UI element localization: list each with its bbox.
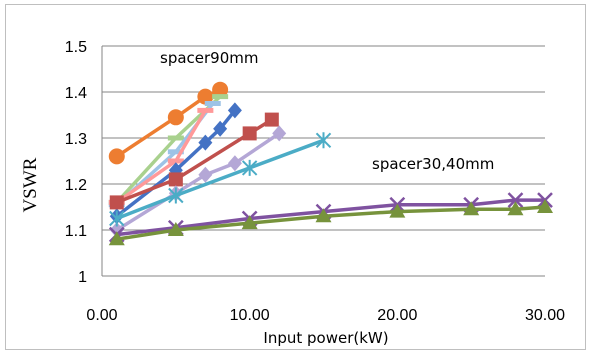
series-group [108, 81, 553, 246]
series-5 [109, 112, 279, 210]
data-point [242, 126, 257, 141]
x-tick-label: 20.00 [377, 307, 417, 324]
data-point [241, 215, 258, 230]
data-point [204, 101, 221, 106]
data-point [272, 125, 287, 142]
data-point [168, 172, 183, 187]
y-tick-label: 1.3 [65, 131, 87, 148]
data-point [168, 187, 184, 204]
data-point [212, 81, 229, 98]
y-tick-label: 1.4 [65, 85, 87, 102]
y-tick-labels: 1 1.1 1.2 1.3 1.4 1.5 [65, 39, 87, 286]
data-point [241, 159, 258, 176]
data-point [537, 199, 553, 213]
series-line [115, 138, 326, 221]
axes [101, 46, 545, 277]
data-point [212, 94, 229, 100]
data-point [167, 135, 184, 141]
series-line [115, 87, 222, 159]
data-point [507, 201, 524, 216]
series-line [115, 117, 274, 205]
data-point [198, 134, 213, 151]
data-point [167, 109, 184, 126]
y-tick-label: 1 [78, 269, 87, 286]
data-point [109, 210, 125, 227]
series-7 [109, 132, 332, 227]
data-point [197, 88, 214, 105]
y-tick-label: 1.2 [65, 177, 87, 194]
data-point [389, 203, 406, 218]
series-line [115, 198, 547, 237]
y-tick-label: 1.1 [65, 223, 87, 240]
data-point [167, 158, 184, 164]
data-point [315, 208, 332, 223]
data-point [108, 148, 125, 165]
data-point [198, 166, 213, 183]
data-point [463, 201, 480, 216]
x-tick-label: 10.00 [230, 307, 270, 324]
data-point [109, 195, 124, 210]
y-axis-label: VSWR [20, 157, 41, 212]
series-0 [108, 81, 229, 165]
annotation-spacer30-40mm: spacer30,40mm [372, 155, 494, 173]
x-axis-label: Input power(kW) [263, 329, 388, 347]
x-tick-label: 0.00 [86, 307, 117, 324]
data-point [167, 222, 184, 236]
y-tick-label: 1.5 [65, 39, 87, 56]
data-point [197, 107, 214, 113]
data-point [507, 192, 524, 208]
data-point [167, 149, 184, 155]
data-point [213, 120, 228, 137]
series-9 [108, 199, 553, 246]
annotation-spacer90mm: spacer90mm [160, 49, 258, 67]
data-point [315, 132, 332, 149]
data-point [227, 102, 242, 119]
series-line [115, 205, 547, 241]
x-tick-label: 30.00 [525, 307, 565, 324]
data-point [227, 155, 242, 172]
x-tick-labels: 0.00 10.00 20.00 30.00 [86, 307, 565, 324]
data-point [108, 231, 125, 246]
data-point [264, 112, 279, 127]
